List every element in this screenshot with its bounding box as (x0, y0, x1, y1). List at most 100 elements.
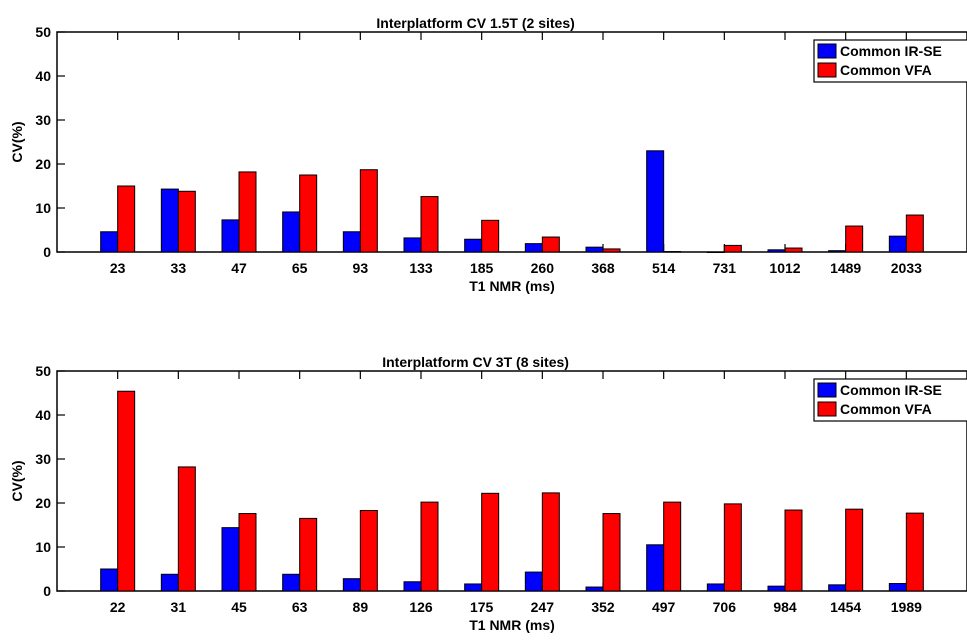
x-tick-label: 1989 (891, 599, 922, 615)
bar (282, 573, 301, 592)
bar (706, 583, 725, 592)
bar (828, 584, 847, 592)
x-tick-label: 984 (773, 599, 797, 615)
chart-panel-2: 0 10 20 30 40 50 22 31 45 63 89 126 175 247 352 497 706 9… (9, 354, 967, 633)
x-tick-label: 706 (713, 599, 737, 615)
legend-swatch (817, 43, 837, 59)
y-tick-label: 50 (35, 24, 51, 40)
chart-panel-1: 0 10 20 30 40 50 23 33 47 65 93 133 185 260 368 514 731 1… (9, 15, 967, 294)
y-tick-label: 0 (43, 244, 51, 260)
x-tick-label: 45 (231, 599, 247, 615)
legend-box (813, 39, 967, 83)
chart-title: Interplatform CV 3T (8 sites) (382, 354, 569, 370)
y-tick-label: 10 (35, 539, 51, 555)
bar (784, 509, 803, 592)
legend-label: Common IR-SE (840, 43, 942, 59)
bar (663, 501, 682, 592)
x-tick-label: 514 (652, 260, 676, 276)
bar (646, 544, 665, 592)
x-tick-label: 1489 (830, 260, 861, 276)
x-tick-label: 368 (591, 260, 615, 276)
x-tick-label: 497 (652, 599, 676, 615)
bar (100, 231, 119, 253)
bar (160, 573, 179, 592)
y-tick-label: 20 (35, 156, 51, 172)
bar (359, 169, 378, 253)
legend-swatch (817, 401, 837, 417)
x-tick-label: 65 (292, 260, 308, 276)
y-tick-label: 40 (35, 407, 51, 423)
bar (602, 248, 621, 253)
bar (342, 578, 361, 592)
chart-title: Interplatform CV 1.5T (2 sites) (376, 15, 574, 31)
bar (177, 190, 196, 253)
x-tick-label: 2033 (891, 260, 922, 276)
bar (767, 585, 786, 592)
x-tick-label: 133 (409, 260, 433, 276)
bar (177, 466, 196, 592)
bar (845, 508, 864, 592)
x-tick-label: 731 (713, 260, 737, 276)
legend-swatch (817, 382, 837, 398)
y-axis-label: CV(%) (9, 121, 25, 162)
bar (723, 244, 742, 253)
y-tick-label: 10 (35, 200, 51, 216)
bar (420, 501, 439, 592)
bar (723, 503, 742, 592)
x-axis-label: T1 NMR (ms) (469, 617, 555, 633)
bar (299, 174, 318, 253)
x-tick-label: 23 (110, 260, 126, 276)
y-tick-label: 30 (35, 451, 51, 467)
bar (481, 492, 500, 592)
bar (905, 214, 924, 253)
legend: Common IR-SE Common VFA (813, 39, 967, 83)
bar (481, 219, 500, 253)
x-tick-label: 247 (531, 599, 555, 615)
series-common-vfa (117, 169, 924, 253)
bar (221, 219, 240, 253)
legend-label: Common VFA (840, 62, 932, 78)
x-tick-label: 93 (353, 260, 369, 276)
bar (403, 581, 422, 592)
bar (585, 586, 604, 592)
bar (888, 583, 907, 592)
bar (238, 513, 257, 592)
bar (646, 150, 665, 253)
x-tick-label: 63 (292, 599, 308, 615)
y-tick-label: 50 (35, 363, 51, 379)
x-tick-label: 31 (171, 599, 187, 615)
bar (403, 237, 422, 253)
legend-label: Common VFA (840, 401, 932, 417)
y-axis-label: CV(%) (9, 460, 25, 501)
bar (117, 185, 136, 253)
x-tick-label: 352 (591, 599, 615, 615)
bar (767, 249, 786, 253)
y-tick-label: 0 (43, 583, 51, 599)
y-tick-label: 20 (35, 495, 51, 511)
bar (464, 238, 483, 253)
legend-label: Common IR-SE (840, 382, 942, 398)
bar (541, 236, 560, 253)
y-tick-label: 30 (35, 112, 51, 128)
x-tick-label: 1454 (830, 599, 861, 615)
bar (585, 246, 604, 253)
bar (663, 251, 682, 253)
bar (420, 196, 439, 253)
bar (160, 188, 179, 253)
bar (845, 225, 864, 253)
bar (238, 171, 257, 253)
series-common-ir-se (100, 527, 907, 592)
x-tick-label: 1012 (769, 260, 800, 276)
bar (282, 211, 301, 253)
x-tick-label: 126 (409, 599, 433, 615)
bar (524, 243, 543, 253)
bar (359, 509, 378, 592)
bar (828, 250, 847, 253)
x-tick-label: 33 (171, 260, 187, 276)
bar (100, 568, 119, 592)
bar (888, 235, 907, 253)
bar (602, 513, 621, 592)
bar (706, 251, 725, 253)
x-tick-label: 185 (470, 260, 494, 276)
